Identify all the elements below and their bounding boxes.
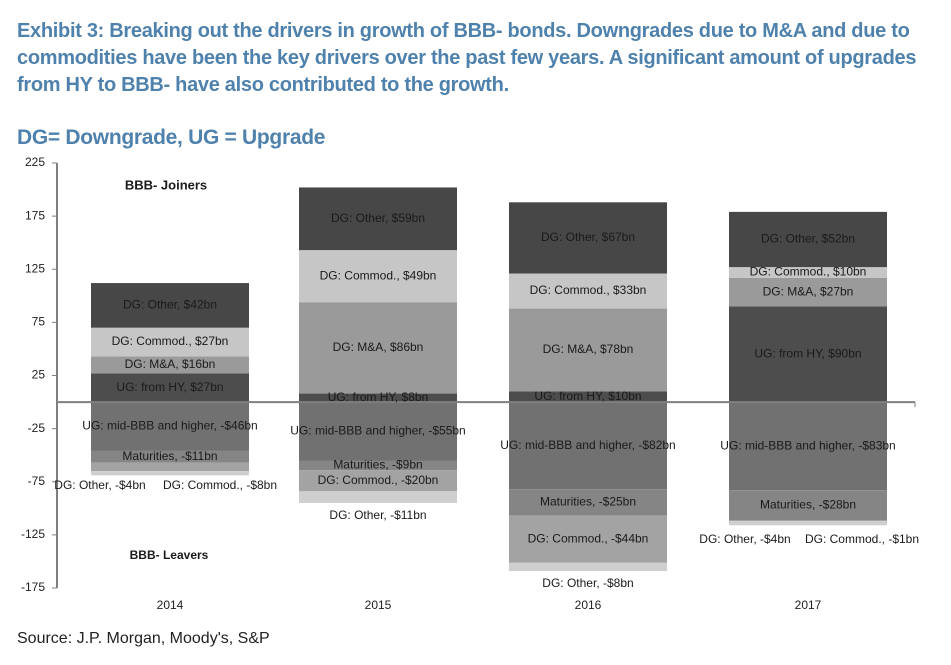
data-label: DG: M&A, $27bn [763,284,854,298]
y-tick-label: 225 [25,155,45,169]
bar-segment [729,521,887,526]
data-label: DG: Other, $59bn [331,211,425,225]
data-label: Maturities, -$9bn [333,457,422,471]
data-label: DG: Commod., -$20bn [318,473,439,487]
data-label: UG: mid-BBB and higher, -$55bn [290,423,465,437]
bar-segment [299,302,457,394]
data-label: DG: Other, -$8bn [542,576,633,590]
y-tick-label: -175 [21,580,45,594]
chart-subtitle: DG= Downgrade, UG = Upgrade [17,126,326,149]
bar-segment [91,462,249,472]
y-tick-label: 75 [32,315,46,329]
data-label: DG: Commod., -$44bn [528,531,649,545]
data-label: Maturities, -$25bn [540,495,636,509]
exhibit-title: Exhibit 3: Breaking out the drivers in g… [17,20,917,96]
bar-segment [91,356,249,374]
data-label: DG: Other, $42bn [123,298,217,312]
bar-segment [509,308,667,392]
bar-segment [299,402,457,461]
bar-segment [299,470,457,492]
bar-segment [91,283,249,328]
bar-segment [729,520,887,522]
y-tick-label: -75 [28,474,46,488]
y-tick-label: 25 [32,368,46,382]
bar-segment [509,202,667,274]
annotation-leavers: BBB- Leavers [130,548,209,562]
data-label: DG: Other, $52bn [761,232,855,246]
x-tick-label: 2014 [157,598,184,612]
bar-segment [729,277,887,307]
data-label: DG: Other, $67bn [541,230,635,244]
annotation-joiners: BBB- Joiners [125,177,207,192]
x-tick-label: 2015 [365,598,392,612]
bar-segment [509,391,667,403]
data-label: DG: Other, -$4bn [54,478,145,492]
bar-segment [729,211,887,268]
data-label: UG: mid-BBB and higher, -$46bn [82,419,257,433]
bar-segment [91,402,249,451]
data-label: DG: Commod., $10bn [750,265,867,279]
bar-segment [509,562,667,571]
data-label: DG: M&A, $78bn [543,342,634,356]
y-tick-label: -25 [28,421,46,435]
bar-segment [91,450,249,463]
x-tick-label: 2016 [575,598,602,612]
data-label: DG: Other, -$11bn [329,508,426,522]
data-label: DG: M&A, $16bn [125,357,216,371]
data-label: Maturities, -$28bn [760,497,856,511]
data-label: DG: Commod., $27bn [112,334,229,348]
data-label: UG: from HY, $10bn [534,389,641,403]
bar-segment [299,460,457,471]
data-label: DG: Commod., -$8bn [163,478,277,492]
bar-segment [299,491,457,503]
bar-segment [299,250,457,303]
data-label: DG: M&A, $86bn [333,340,424,354]
data-label: UG: mid-BBB and higher, -$83bn [720,438,895,452]
bar-segment [91,327,249,357]
data-label: DG: Commod., $33bn [530,283,647,297]
source-note: Source: J.P. Morgan, Moody's, S&P [17,630,270,647]
bar-segment [729,402,887,491]
x-tick-label: 2017 [795,598,822,612]
bar-segment [299,187,457,251]
y-tick-label: 125 [25,261,45,275]
bar-segment [509,489,667,516]
labels-layer: UG: from HY, $27bn DG: M&A, $16bn DG: Comm… [54,177,919,612]
data-label: DG: Commod., -$1bn [805,532,919,546]
bar-segment [91,471,249,476]
data-label: UG: from HY, $27bn [116,380,223,394]
bar-segment [509,273,667,309]
axes-layer: 225 175 125 75 25 -25 -75 -125 -175 [21,155,916,594]
y-tick-label: -125 [21,527,45,541]
bar-segment [729,306,887,403]
bars-layer [91,187,887,571]
bar-segment [509,515,667,563]
data-label: UG: from HY, $90bn [754,346,861,360]
data-label: DG: Other, -$4bn [699,532,790,546]
y-tick-label: 175 [25,208,45,222]
data-label: Maturities, -$11bn [122,449,217,463]
data-label: UG: from HY, $8bn [328,390,429,404]
bar-segment [299,393,457,403]
bar-segment [509,402,667,490]
data-label: UG: mid-BBB and higher, -$82bn [500,438,675,452]
data-label: DG: Commod., $49bn [320,268,437,282]
bar-segment [729,267,887,278]
bar-segment [729,490,887,520]
bar-segment [91,373,249,403]
